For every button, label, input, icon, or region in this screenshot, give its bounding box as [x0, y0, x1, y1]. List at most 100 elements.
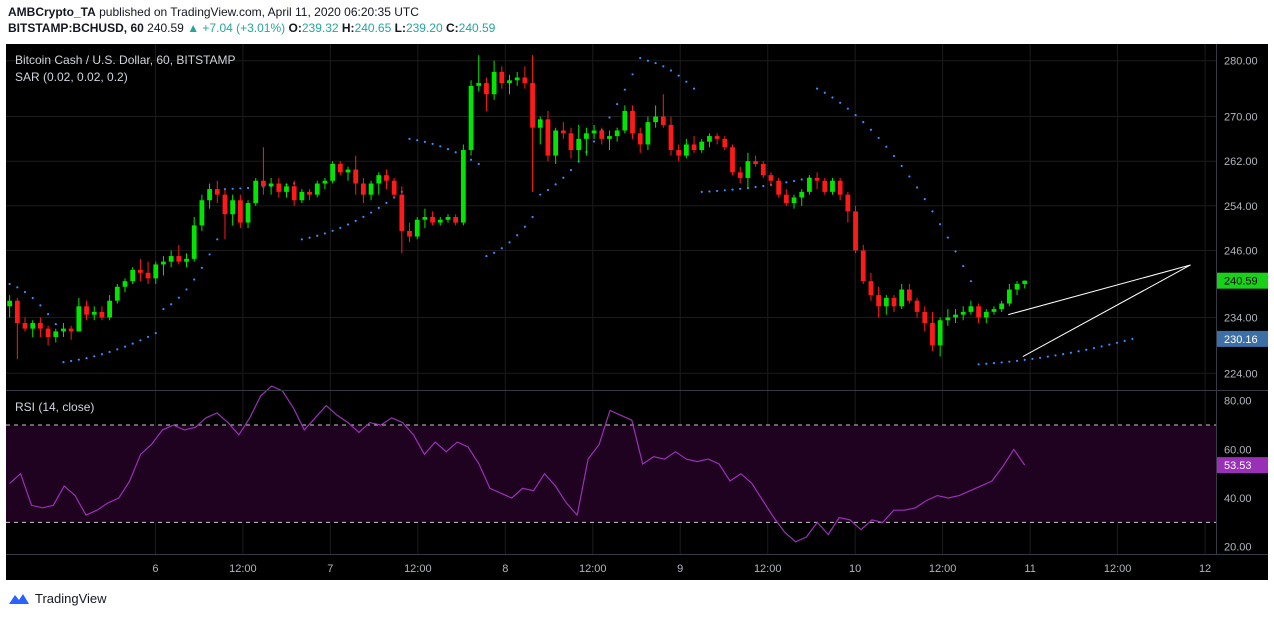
candle-body: [799, 191, 805, 198]
time-tick-label: 6: [152, 563, 158, 575]
candle-body: [7, 300, 13, 307]
candle-layer: [7, 55, 1028, 360]
candle-body: [837, 180, 843, 195]
candle-body: [291, 186, 297, 201]
candle-body: [407, 230, 412, 237]
candle-body: [253, 180, 259, 204]
sar-dot: [77, 358, 80, 361]
sar-dot: [1092, 347, 1096, 350]
sar-dot: [531, 215, 534, 219]
wedge-upper-line: [1008, 264, 1191, 316]
sar-dot: [823, 91, 826, 94]
sar-dot: [792, 179, 796, 183]
sar-dot: [762, 184, 765, 188]
candle-body: [545, 119, 551, 156]
sar-dot: [46, 313, 50, 316]
sar-dot: [516, 234, 519, 237]
candle-body: [222, 194, 228, 215]
candle-body: [707, 136, 712, 142]
sar-dot: [692, 87, 696, 90]
candle-body: [137, 270, 143, 273]
publisher-name[interactable]: AMBCrypto_TA: [8, 5, 96, 19]
candle-body: [891, 297, 897, 307]
sar-dot: [439, 145, 442, 148]
chart-header: AMBCrypto_TA published on TradingView.co…: [8, 4, 495, 36]
candle-body: [645, 122, 651, 145]
candle-body: [683, 144, 689, 156]
sar-dot: [346, 223, 350, 226]
chart-canvas[interactable]: 224.00 234.00 246.00 254.00 262.00 270.00 280.…: [6, 44, 1268, 580]
candle-body: [768, 175, 774, 181]
sar-dot: [423, 140, 427, 143]
sar-dot: [831, 96, 834, 99]
sar-dot: [239, 187, 242, 190]
sar-dot: [900, 164, 903, 168]
wedge-lower-line: [1022, 264, 1191, 357]
low-label: L:: [394, 21, 406, 35]
sar-dot: [616, 102, 619, 106]
candle-body: [491, 71, 497, 95]
candle-body: [876, 295, 882, 307]
time-tick-label: 12:00: [579, 563, 607, 575]
candle-body: [760, 163, 766, 176]
candle-body: [76, 306, 82, 332]
sar-dot: [885, 145, 888, 148]
candle-body: [914, 300, 920, 312]
sar-dot: [1015, 359, 1019, 362]
candle-body: [437, 219, 443, 223]
sar-dot: [1046, 355, 1049, 358]
sar-dot: [608, 116, 611, 119]
price-change: +7.04 (+3.01%): [202, 21, 286, 35]
sar-layer: [8, 56, 1134, 366]
sar-dot: [139, 339, 142, 342]
published-text: published on TradingView.com, April 11, …: [99, 5, 419, 19]
symbol-label[interactable]: BITSTAMP:BCHUSD, 60: [8, 21, 144, 35]
sar-dot: [962, 264, 965, 268]
high-label: H:: [341, 21, 355, 35]
sar-dot: [854, 114, 857, 117]
sar-dot: [592, 140, 596, 143]
sar-dot: [1077, 350, 1080, 353]
price-tag-bg: [1217, 330, 1268, 347]
sar-dot: [939, 223, 942, 226]
sar-dot: [23, 290, 27, 294]
rsi-band-layer: [6, 424, 1216, 523]
sar-dot: [977, 363, 980, 366]
sar-dot: [162, 307, 165, 311]
sar-dot: [562, 176, 565, 179]
candle-body: [237, 200, 243, 223]
sar-dot: [569, 168, 573, 172]
sar-dot: [362, 215, 365, 218]
sar-dot: [200, 266, 203, 269]
sar-dot: [116, 348, 119, 351]
candle-body: [161, 261, 166, 265]
candle-body: [22, 323, 28, 329]
open-value: 239.32: [301, 21, 339, 35]
price-tick-label: 224.00: [1224, 368, 1258, 380]
sar-dot: [454, 151, 457, 154]
sar-dot: [246, 186, 250, 190]
footer-brand[interactable]: TradingView: [8, 591, 107, 606]
candle-body: [607, 136, 612, 139]
candle-body: [714, 136, 720, 139]
sar-dot: [1031, 357, 1034, 360]
sar-dot: [85, 357, 88, 360]
candle-body: [30, 323, 36, 329]
sar-dot: [308, 236, 311, 239]
rsi-pane-title: RSI (14, close): [15, 400, 94, 414]
sar-dot: [193, 278, 196, 281]
candle-body: [122, 281, 128, 287]
candle-body: [207, 189, 212, 201]
price-tag-label: 230.16: [1224, 334, 1258, 346]
candle-body: [883, 297, 889, 307]
sar-dot: [146, 335, 150, 338]
time-tick-label: 8: [502, 563, 508, 575]
sar-dot: [731, 188, 734, 191]
sar-dot: [100, 353, 104, 356]
sar-dot: [131, 342, 134, 345]
candle-body: [107, 300, 112, 318]
sar-dot: [1100, 345, 1103, 348]
candle-body: [745, 161, 751, 178]
chart-frame[interactable]: 224.00 234.00 246.00 254.00 262.00 270.00 280.…: [6, 44, 1268, 580]
candle-body: [322, 180, 328, 184]
